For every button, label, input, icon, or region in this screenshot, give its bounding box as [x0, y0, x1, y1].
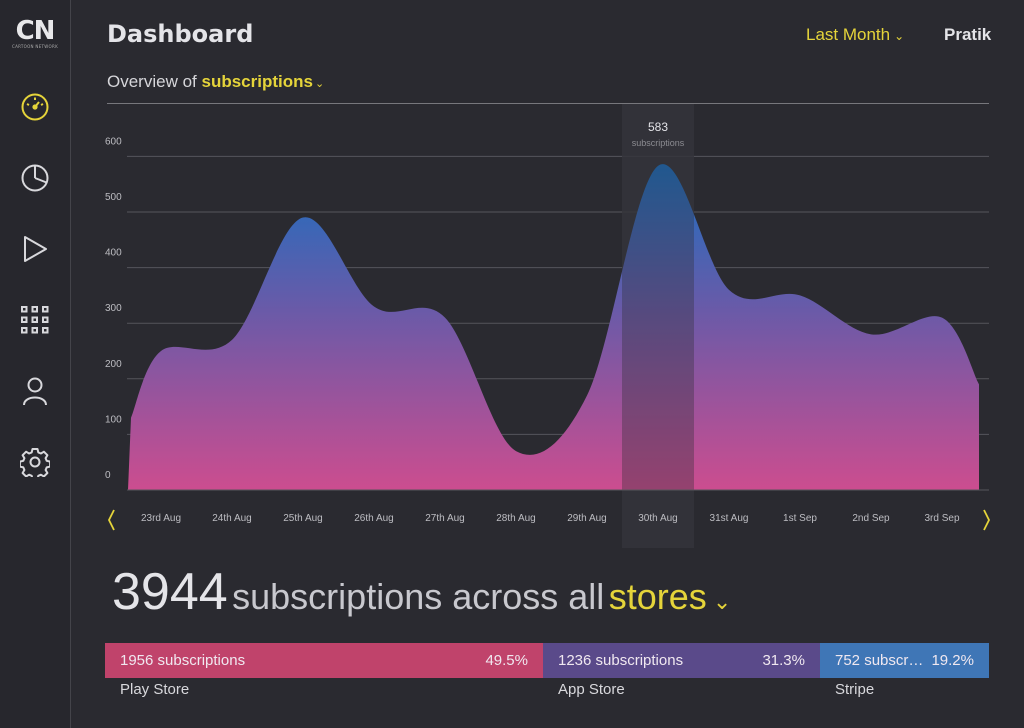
data-point[interactable]: [371, 304, 377, 310]
logo-mark: CN: [15, 16, 56, 46]
overview-heading: Overview of subscriptions ⌄: [107, 72, 324, 92]
subscriptions-area-chart: 0 100 200 300 400 500 600 583 subscriptions 23rd …: [105, 104, 991, 548]
sidebar-item-dashboard[interactable]: [20, 92, 50, 122]
x-tick-label: 30th Aug: [638, 513, 677, 524]
highlight-value: 583: [648, 120, 668, 134]
y-tick-label: 500: [105, 192, 122, 203]
data-point[interactable]: [797, 292, 803, 298]
store-percent: 19.2%: [931, 652, 974, 669]
chevron-left-icon[interactable]: [107, 509, 115, 531]
gear-icon: [18, 448, 52, 481]
data-point[interactable]: [584, 392, 590, 398]
user-icon: [23, 377, 47, 406]
sidebar-item-videos[interactable]: [20, 234, 50, 264]
pie-chart-icon: [21, 164, 49, 192]
play-icon: [24, 236, 47, 262]
store-name: Stripe: [835, 681, 875, 698]
summary-text: subscriptions across all: [232, 576, 605, 617]
y-tick-label: 200: [105, 359, 122, 370]
x-tick-label: 27th Aug: [425, 513, 464, 524]
sidebar-item-profile[interactable]: [20, 376, 50, 406]
store-count: 752 subscr…: [835, 652, 924, 669]
x-tick-label: 24th Aug: [212, 513, 251, 524]
sidebar: CN CARTOON NETWORK: [0, 0, 71, 728]
store-bar-app-store[interactable]: 1236 subscriptions 31.3%: [543, 643, 820, 678]
y-tick-label: 100: [105, 414, 122, 425]
data-point[interactable]: [868, 331, 874, 337]
x-tick-label: 1st Sep: [783, 513, 817, 524]
data-point[interactable]: [726, 287, 732, 293]
store-name: App Store: [558, 681, 625, 698]
chevron-down-icon: ⌄: [894, 29, 905, 43]
overview-prefix: Overview of: [107, 72, 197, 91]
user-name[interactable]: Pratik: [944, 25, 992, 44]
store-name: Play Store: [120, 681, 190, 698]
data-point[interactable]: [513, 448, 519, 454]
header-divider: [107, 103, 989, 104]
metric-dropdown[interactable]: subscriptions: [201, 72, 313, 91]
x-tick-label: 23rd Aug: [141, 513, 181, 524]
chevron-down-icon[interactable]: ⌄: [706, 589, 732, 614]
x-tick-label: 26th Aug: [354, 513, 393, 524]
grid-icon: [21, 306, 49, 334]
chevron-right-icon[interactable]: [983, 509, 991, 531]
x-tick-label: 29th Aug: [567, 513, 606, 524]
y-tick-label: 300: [105, 303, 122, 314]
chevron-down-icon[interactable]: ⌄: [314, 78, 325, 90]
store-bar-stripe[interactable]: 752 subscr… 19.2%: [820, 643, 989, 678]
highlight-overlay: [622, 104, 694, 548]
y-tick-label: 0: [105, 470, 111, 481]
x-tick-label: 25th Aug: [283, 513, 322, 524]
data-point[interactable]: [939, 315, 945, 321]
period-label: Last Month: [806, 25, 891, 44]
series-area-subscriptions: [128, 164, 979, 490]
data-point[interactable]: [300, 215, 306, 221]
store-count: 1956 subscriptions: [120, 652, 246, 669]
total-subscriptions: 3944: [112, 563, 228, 621]
data-point[interactable]: [158, 348, 164, 354]
store-bar-play-store[interactable]: 1956 subscriptions 49.5%: [105, 643, 543, 678]
period-dropdown[interactable]: Last Month ⌄: [806, 25, 904, 45]
highlight-label: subscriptions: [632, 138, 685, 148]
summary-line: 3944 subscriptions across all stores ⌄: [112, 562, 731, 622]
x-tick-label: 3rd Sep: [924, 513, 959, 524]
x-tick-label: 28th Aug: [496, 513, 535, 524]
sidebar-item-analytics[interactable]: [20, 163, 50, 193]
y-tick-label: 600: [105, 136, 122, 147]
store-percent: 49.5%: [485, 652, 528, 669]
logo-subtitle: CARTOON NETWORK: [12, 44, 58, 49]
store-count: 1236 subscriptions: [558, 652, 684, 669]
y-tick-label: 400: [105, 248, 122, 259]
gauge-icon: [21, 93, 49, 121]
sidebar-item-apps[interactable]: [20, 305, 50, 335]
stores-dropdown[interactable]: stores: [608, 576, 707, 617]
page-title: Dashboard: [107, 20, 254, 48]
data-point[interactable]: [229, 337, 235, 343]
data-point[interactable]: [442, 315, 448, 321]
sidebar-item-settings[interactable]: [18, 447, 52, 481]
x-tick-label: 2nd Sep: [852, 513, 890, 524]
brand-logo[interactable]: CN CARTOON NETWORK: [10, 18, 60, 49]
store-percent: 31.3%: [762, 652, 805, 669]
x-tick-label: 31st Aug: [710, 513, 749, 524]
